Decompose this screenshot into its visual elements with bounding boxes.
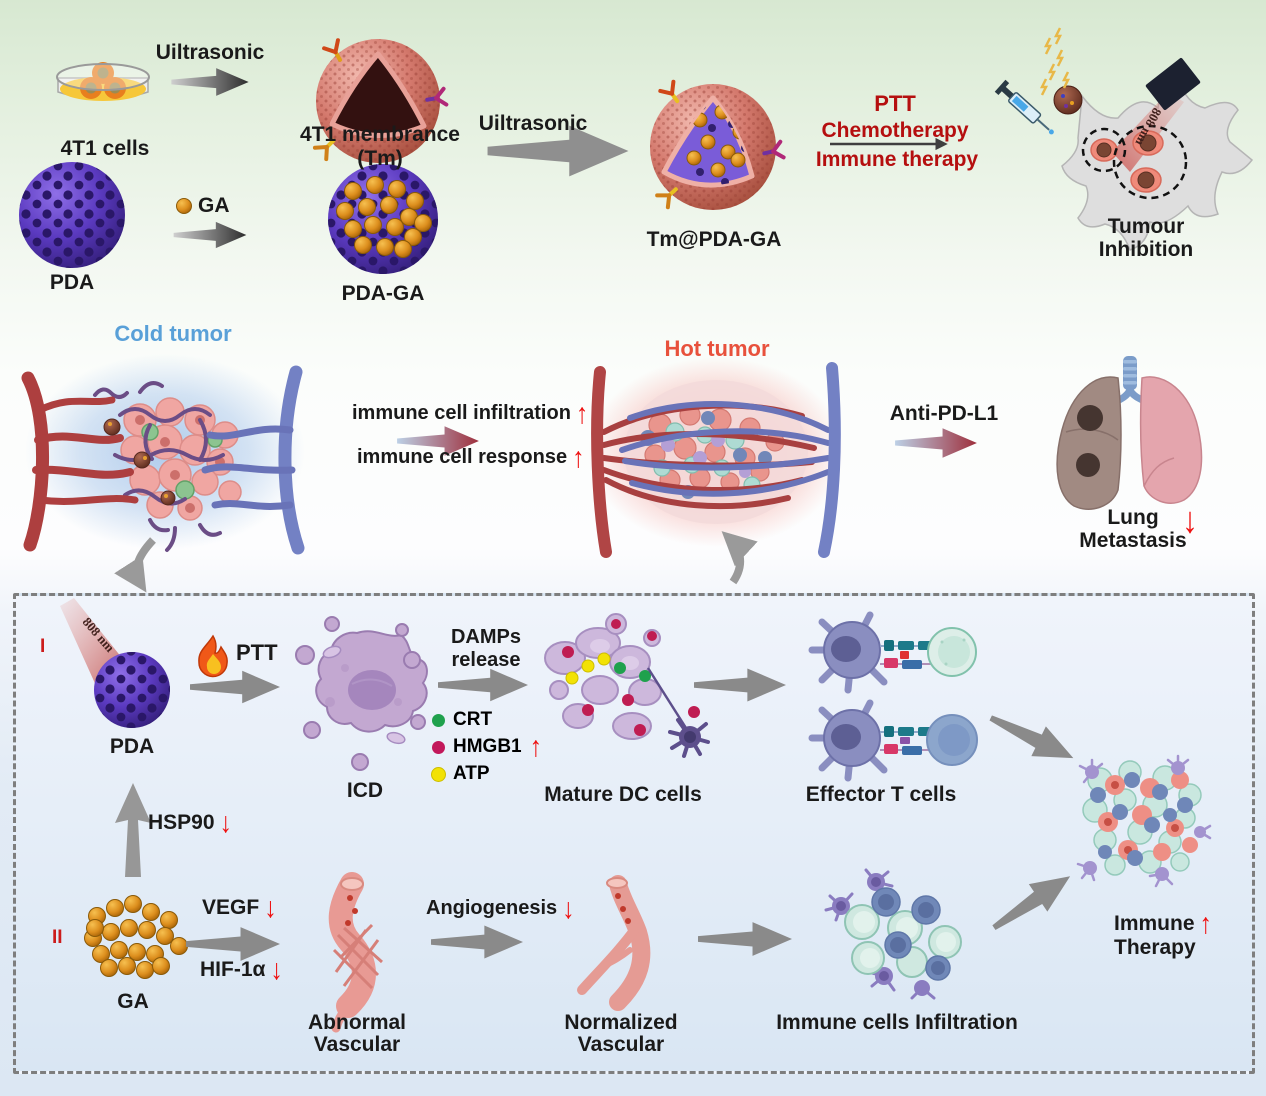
abnormal-label-2: Vascular xyxy=(313,1033,401,1056)
step-2-numeral: II xyxy=(52,927,63,948)
ga-dot-icon xyxy=(176,198,192,214)
immune-infiltration-label: Immune cells Infiltration xyxy=(776,1011,1018,1034)
legend-row-atp: ATP xyxy=(432,763,542,785)
hot-vein-trunk xyxy=(818,362,841,558)
heat-spark-icons xyxy=(1039,27,1071,96)
membrane-sub-label: (Tm) xyxy=(357,147,403,170)
tm-pda-ga-label: Tm@PDA-GA xyxy=(646,228,782,251)
down-arrow-icon: ↓ xyxy=(562,892,575,925)
membrane-label: 4T1 membrance xyxy=(300,123,460,146)
ptt-label-box: PTT xyxy=(236,640,278,665)
lung-label-2: Metastasis xyxy=(1079,529,1187,552)
inhibition-label-1: Tumour xyxy=(1107,215,1185,238)
pda-ga-label: PDA-GA xyxy=(341,282,425,305)
legend-row-hmgb1: HMGB1 ↑ xyxy=(432,730,543,764)
inhibition-label-2: Inhibition xyxy=(1098,238,1194,261)
vegf-label: VEGF ↓ xyxy=(202,891,277,925)
cold-vein xyxy=(201,365,305,555)
tumor-vessel-tangle xyxy=(93,381,225,552)
laser-wavelength-label: 808 nm xyxy=(1132,105,1165,149)
hot-artery-network xyxy=(601,402,817,510)
therapy-label-chemo: Chemotherapy xyxy=(821,119,969,142)
ultrasonic-label-2: Uiltrasonic xyxy=(478,112,588,135)
mature-dc-label: Mature DC cells xyxy=(544,783,702,806)
immune-therapy-label: Immune ↑ xyxy=(1114,907,1213,941)
heated-nanoparticle-icon xyxy=(1039,27,1083,115)
angiogenesis-label: Angiogenesis ↓ xyxy=(426,892,575,925)
therapy-label-immune: Immune therapy xyxy=(815,148,979,171)
pda-ga-sphere xyxy=(328,164,438,274)
normalized-label-1: Normalized xyxy=(564,1011,678,1034)
down-arrow-icon: ↓ xyxy=(264,891,277,925)
crt-dot-icon xyxy=(432,713,445,727)
syringe-icon xyxy=(994,79,1054,135)
petri-dish xyxy=(56,62,150,101)
response-label: immune cell response ↑ xyxy=(357,441,585,474)
damps-label-2: release xyxy=(451,649,521,671)
cold-tumor-label: Cold tumor xyxy=(114,321,232,346)
cold-artery xyxy=(21,371,139,552)
infiltration-label: immune cell infiltration ↑ xyxy=(352,397,589,430)
atp-dot-icon xyxy=(432,767,445,781)
damps-label-1: DAMPs xyxy=(450,626,522,648)
lungs-illustration xyxy=(1056,356,1203,510)
hif-label: HIF-1α ↓ xyxy=(200,953,283,987)
cold-tumor-illustration xyxy=(21,354,305,555)
antibody-icons xyxy=(655,79,786,210)
lung-label-1: Lung xyxy=(1107,506,1159,529)
ultrasonic-label-1: Uiltrasonic xyxy=(155,41,265,64)
effector-t-label: Effector T cells xyxy=(805,783,957,806)
cells-label: 4T1 cells xyxy=(60,137,150,160)
icd-label: ICD xyxy=(346,779,384,802)
therapy-label-ptt: PTT xyxy=(874,91,916,116)
immune-therapy-label-2: Therapy xyxy=(1114,936,1196,959)
pda-sphere xyxy=(19,162,125,268)
hsp90-label: HSP90 ↓ xyxy=(148,806,233,840)
tumor-highlight-circle xyxy=(1081,127,1127,173)
legend-row-crt: CRT xyxy=(432,709,542,731)
ga-label-box: GA xyxy=(117,990,149,1013)
hot-tumor-illustration xyxy=(588,357,844,558)
anti-pdl1-arrow xyxy=(895,428,977,458)
ultrasonic-arrow-1 xyxy=(171,68,249,96)
up-arrow-icon: ↑ xyxy=(529,730,543,764)
left-lung-metastatic xyxy=(1056,376,1122,510)
right-lung-healthy xyxy=(1139,376,1203,504)
down-arrow-icon: ↓ xyxy=(270,953,283,987)
normalized-label-2: Vascular xyxy=(577,1033,665,1056)
pda-label: PDA xyxy=(49,271,95,294)
nanoparticle-icons xyxy=(103,418,176,506)
pda-label-box: PDA xyxy=(109,735,155,758)
hot-artery-trunk xyxy=(591,366,612,558)
abnormal-label-1: Abnormal xyxy=(307,1011,407,1034)
hmgb1-dot-icon xyxy=(432,740,445,754)
cold-to-box-arrow xyxy=(114,537,156,593)
up-arrow-icon: ↑ xyxy=(572,441,585,474)
tm-pda-ga-sphere xyxy=(650,79,786,210)
ga-loading-arrow xyxy=(173,221,247,249)
up-arrow-icon: ↑ xyxy=(1199,907,1213,941)
down-arrow-icon: ↓ xyxy=(1182,499,1198,541)
down-arrow-icon: ↓ xyxy=(219,806,233,840)
anti-pdl1-label: Anti-PD-L1 xyxy=(889,402,999,425)
hot-tumor-label: Hot tumor xyxy=(664,336,770,361)
step-1-numeral: I xyxy=(40,636,46,657)
ga-label: GA xyxy=(198,194,230,217)
up-arrow-icon: ↑ xyxy=(575,397,589,430)
box-to-hot-arrow xyxy=(721,531,758,585)
laser-device-icon xyxy=(1145,58,1201,110)
damps-legend: CRT HMGB1 ↑ ATP xyxy=(432,709,542,785)
hot-vein-network xyxy=(619,401,831,497)
